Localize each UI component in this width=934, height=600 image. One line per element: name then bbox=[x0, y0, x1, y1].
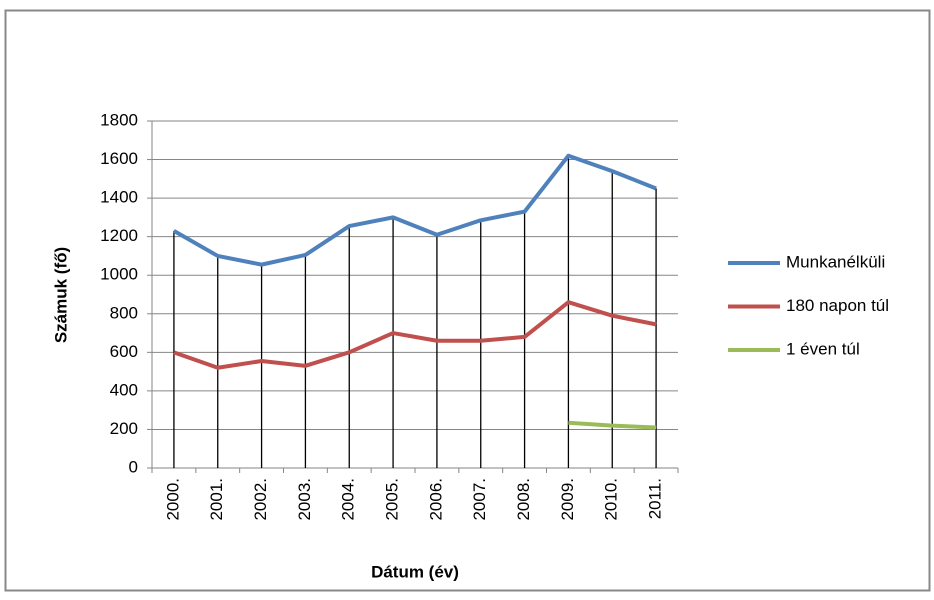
y-tick-label: 1600 bbox=[100, 149, 138, 168]
x-tick-label: 2006. bbox=[426, 478, 445, 521]
y-tick-label: 1000 bbox=[100, 265, 138, 284]
x-tick-label: 2001. bbox=[207, 478, 226, 521]
x-tick-label: 2008. bbox=[514, 478, 533, 521]
y-tick-label: 1400 bbox=[100, 188, 138, 207]
x-tick-label: 2004. bbox=[339, 478, 358, 521]
y-tick-label: 600 bbox=[110, 342, 138, 361]
y-tick-label: 800 bbox=[110, 303, 138, 322]
x-axis-label: Dátum (év) bbox=[371, 562, 459, 581]
legend-label: 1 éven túl bbox=[786, 339, 860, 358]
y-tick-label: 1800 bbox=[100, 110, 138, 129]
legend-label: Munkanélküli bbox=[786, 252, 885, 271]
legend-label: 180 napon túl bbox=[786, 296, 889, 315]
x-tick-label: 2007. bbox=[470, 478, 489, 521]
x-tick-label: 2009. bbox=[558, 478, 577, 521]
y-tick-label: 0 bbox=[129, 457, 138, 476]
x-tick-label: 2002. bbox=[251, 478, 270, 521]
x-tick-label: 2000. bbox=[163, 478, 182, 521]
x-tick-label: 2011. bbox=[646, 478, 665, 519]
x-tick-label: 2005. bbox=[383, 478, 402, 521]
series-line bbox=[172, 153, 657, 267]
y-tick-label: 200 bbox=[110, 419, 138, 438]
x-tick-label: 2010. bbox=[602, 478, 621, 521]
chart-frame bbox=[4, 9, 931, 592]
series-line bbox=[173, 300, 657, 370]
x-tick-label: 2003. bbox=[295, 478, 314, 521]
y-tick-label: 400 bbox=[110, 380, 138, 399]
y-axis-label: Számuk (fő) bbox=[51, 247, 70, 343]
series-line bbox=[568, 420, 657, 430]
y-tick-label: 1200 bbox=[100, 226, 138, 245]
